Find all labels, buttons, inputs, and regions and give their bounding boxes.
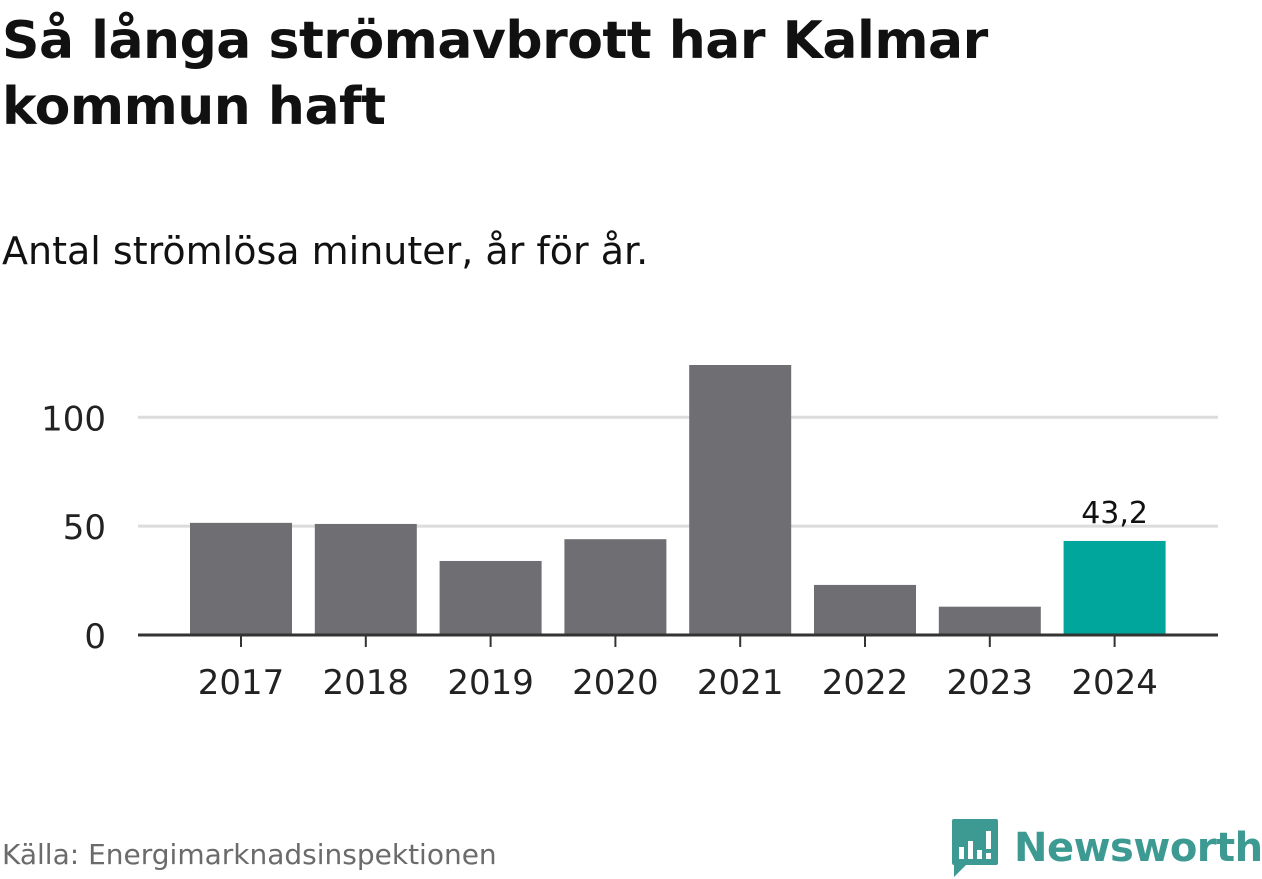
source-note: Källa: Energimarknadsinspektionen: [2, 838, 497, 871]
bar-2022: [814, 584, 916, 635]
y-tick-label: 100: [41, 399, 106, 439]
brand-name: Newsworthy: [1014, 825, 1262, 871]
x-tick-label: 2019: [447, 663, 534, 703]
x-tick-label: 2023: [947, 663, 1034, 703]
bar-2023: [938, 606, 1041, 635]
bar-2024: [1063, 540, 1166, 635]
bar-2021: [689, 365, 792, 635]
x-tick-label: 2024: [1071, 663, 1158, 703]
data-label: 43,2: [1081, 496, 1148, 531]
x-tick-label: 2021: [697, 663, 784, 703]
brand-logo: Newsworthy: [950, 818, 1262, 878]
bar-2018: [314, 523, 417, 635]
chart-title: Så långa strömavbrott har Kalmar kommun …: [2, 11, 988, 137]
x-tick-label: 2017: [198, 663, 285, 703]
x-tick-label: 2018: [323, 663, 410, 703]
x-tick-label: 2022: [822, 663, 909, 703]
y-tick-label: 50: [63, 508, 106, 548]
newsworthy-logo-icon: [952, 819, 998, 877]
chart-subtitle: Antal strömlösa minuter, år för år.: [2, 229, 649, 273]
bar-2020: [564, 539, 667, 635]
y-tick-label: 0: [84, 617, 106, 657]
bar-2019: [439, 560, 542, 635]
bar-chart: 0 50 100 2017 2018 2019 2020 2021 2022 2023 2024 43…: [41, 365, 1218, 703]
x-tick-label: 2020: [572, 663, 659, 703]
bar-2017: [190, 522, 292, 635]
